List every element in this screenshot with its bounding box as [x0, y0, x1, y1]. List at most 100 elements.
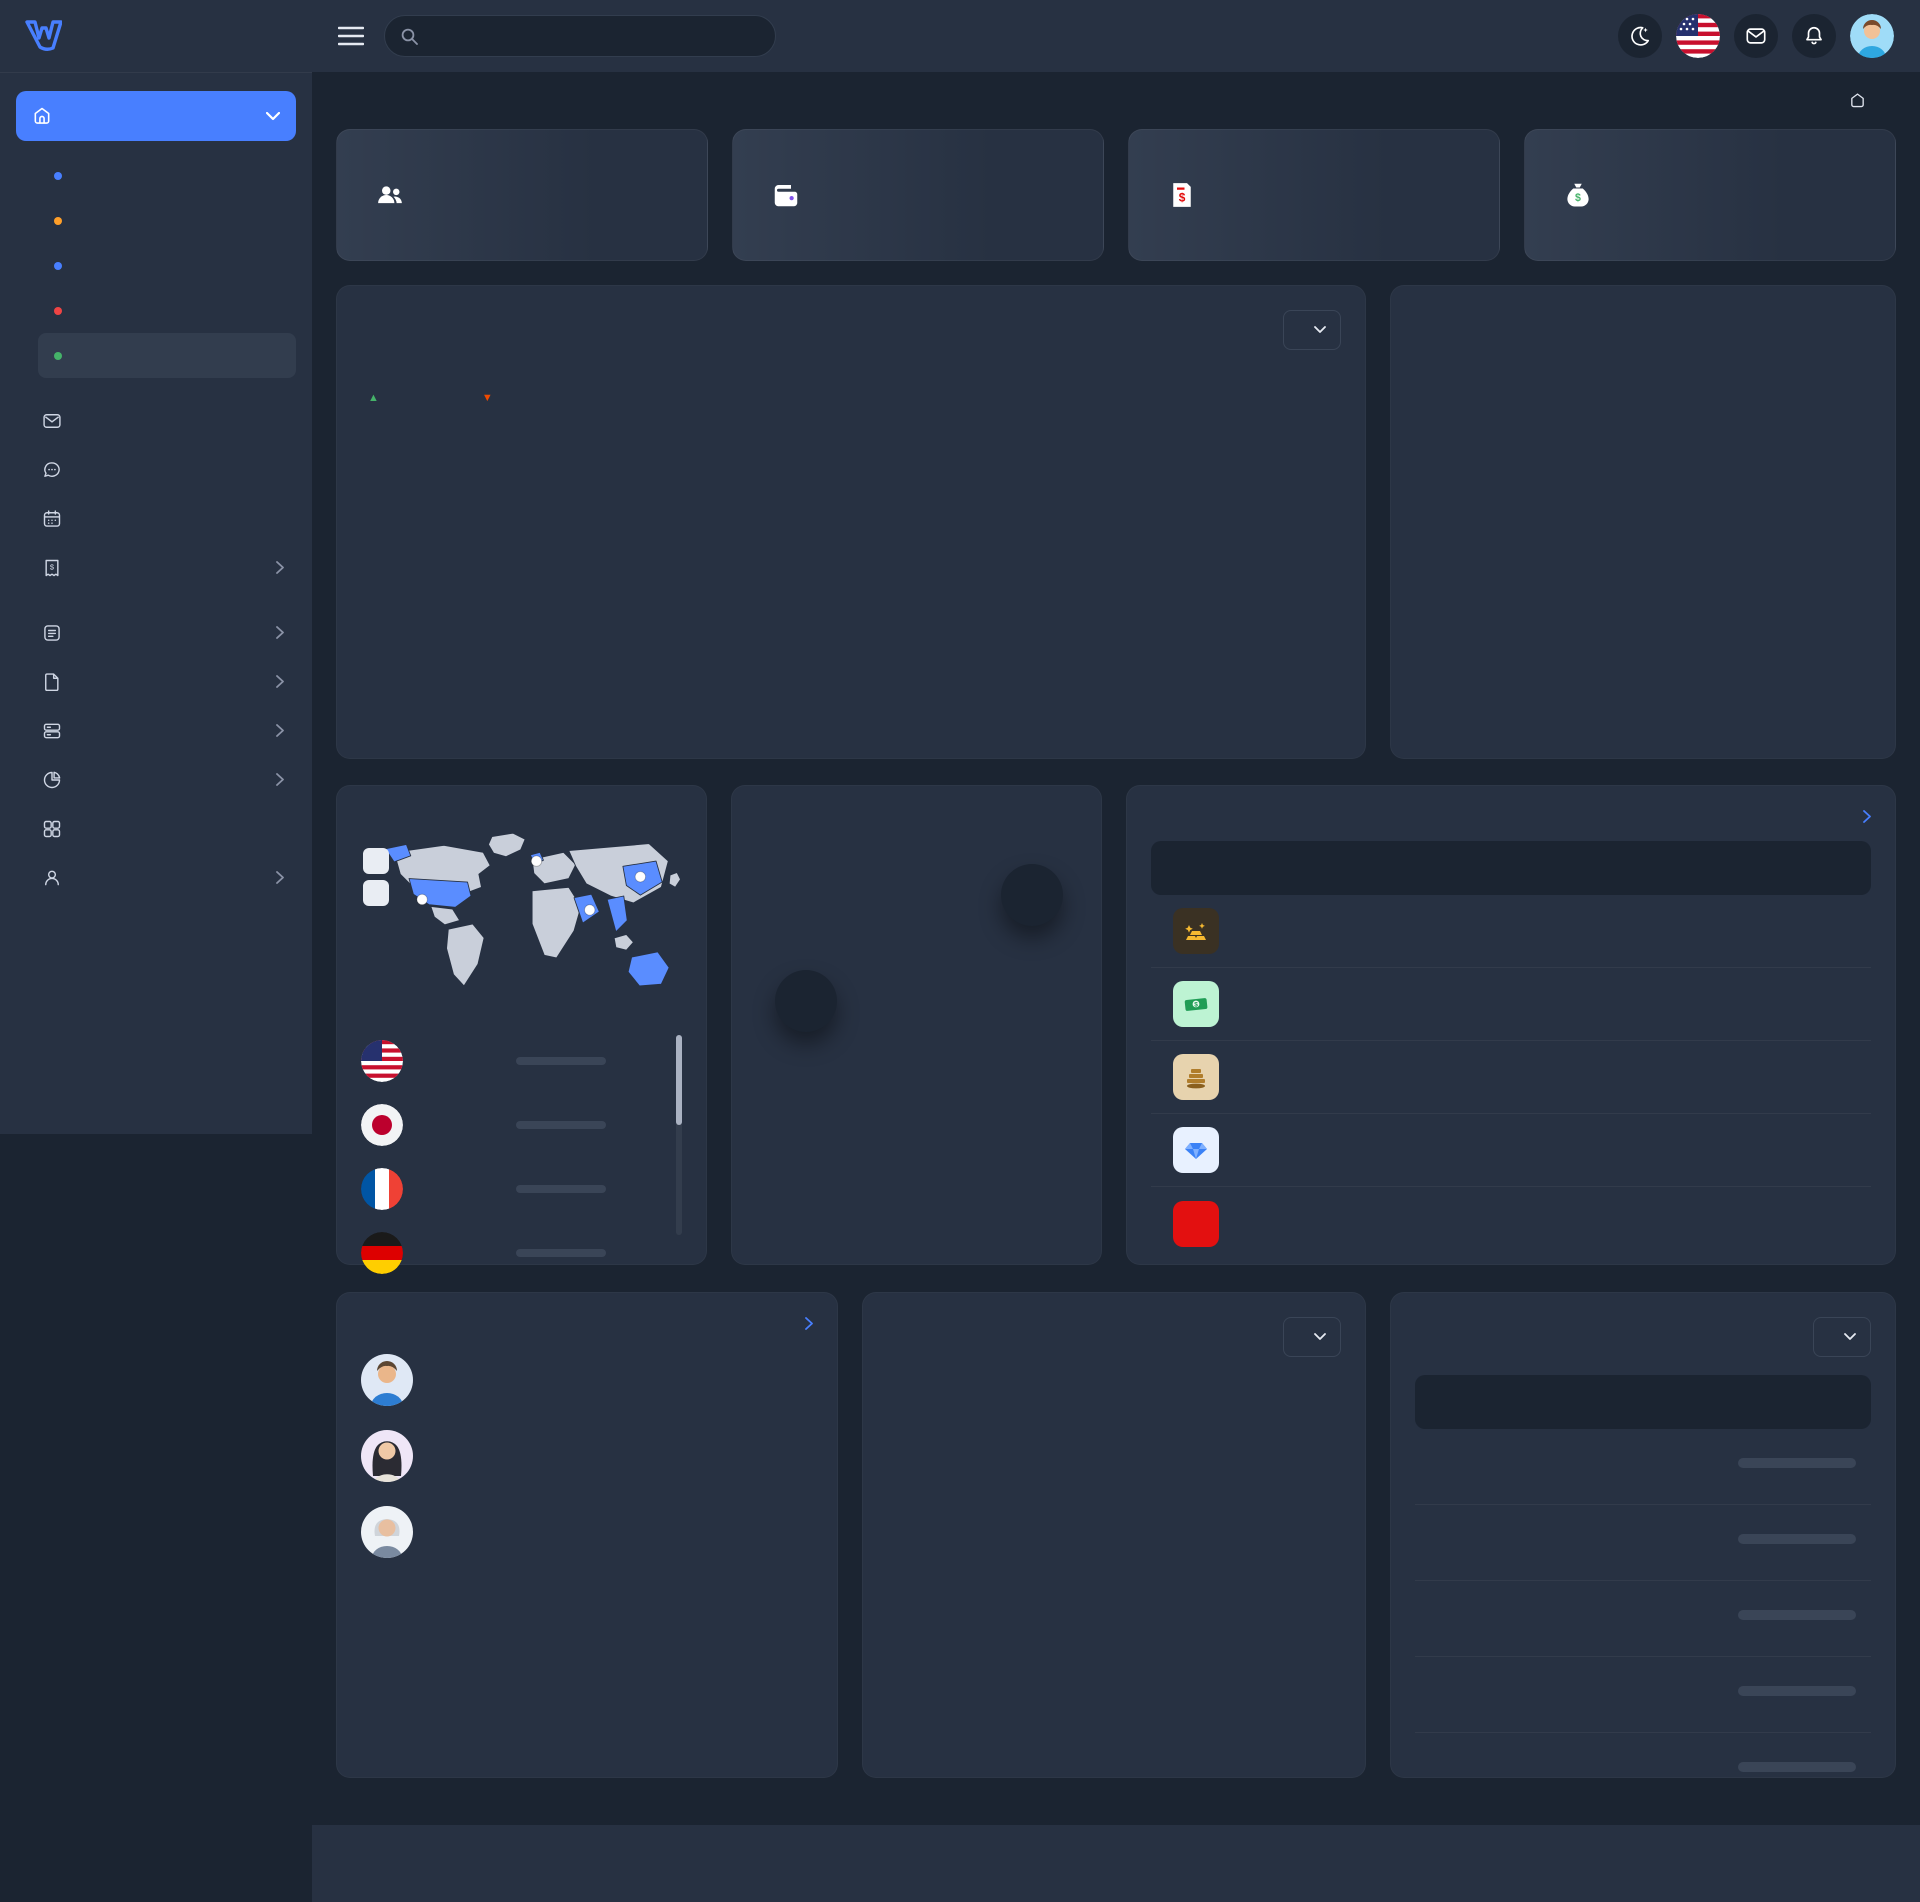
most-location-card: [336, 785, 707, 1274]
sidebar-item-email[interactable]: [16, 396, 296, 445]
chevron-right-icon: [276, 724, 284, 737]
notice-item-cameron: [361, 1506, 813, 1558]
project-table-header: [1415, 1375, 1871, 1429]
bullet-dot-icon: [54, 171, 62, 180]
bullet-dot-icon: [54, 306, 62, 315]
stat-card-total-earning: $: [1524, 129, 1896, 261]
usa-flag-icon: [361, 1040, 403, 1082]
bullet-dot-icon: [54, 261, 62, 270]
status-badge: [1761, 1141, 1785, 1155]
topbar-main: [312, 0, 1920, 72]
transactions-period-select[interactable]: [1283, 1317, 1341, 1357]
status-badge: [1761, 995, 1785, 1009]
project-status-card: [1390, 1292, 1896, 1778]
topbar-actions: [1618, 14, 1894, 58]
search-bar: [384, 15, 776, 57]
mail-icon: [42, 411, 62, 431]
stat-cards-row: $ $: [336, 129, 1896, 261]
search-icon: [401, 28, 418, 45]
map-zoom-out-button[interactable]: [363, 880, 389, 906]
project-row-gold: [1415, 1429, 1871, 1505]
menu-toggle-button[interactable]: [338, 25, 364, 47]
search-input[interactable]: [428, 27, 759, 45]
notice-item-kathryn: [361, 1430, 813, 1482]
project-period-select[interactable]: [1813, 1317, 1871, 1357]
table-row-gold: [1151, 895, 1871, 968]
sidebar-item-invoice[interactable]: $: [16, 543, 296, 592]
stock-progress-bar: [1737, 1609, 1856, 1620]
sidebar-item-components[interactable]: [16, 608, 296, 657]
revenue-bar-chart: [361, 426, 1341, 694]
table-header: [1151, 841, 1871, 895]
stock-progress-bar: [1737, 1533, 1856, 1544]
sidebar-item-users[interactable]: [16, 853, 296, 902]
sidebar-item-chart[interactable]: [16, 755, 296, 804]
brand: [0, 0, 312, 72]
project-row-dollars: [1415, 1505, 1871, 1581]
topbar: [0, 0, 1920, 72]
messages-mail-icon[interactable]: [1734, 14, 1778, 58]
chevron-right-icon: [276, 561, 284, 574]
sidebar-item-calendar[interactable]: [16, 494, 296, 543]
portfolio-legend: [756, 1106, 1077, 1144]
visits-by-day-stat: [1415, 451, 1871, 592]
my-portfolio-card: [731, 785, 1102, 1265]
portfolio-donut-chart: [787, 830, 1047, 1090]
money-bag-icon: $: [1549, 166, 1607, 224]
sidebar-item-chat[interactable]: [16, 445, 296, 494]
stat-card-total-deposit: [732, 129, 1104, 261]
svg-text:$: $: [1194, 1002, 1198, 1009]
notifications-bell-icon[interactable]: [1792, 14, 1836, 58]
investments-table: $: [1151, 841, 1871, 1260]
components-icon: [42, 623, 62, 643]
map-zoom-in-button[interactable]: [363, 848, 389, 874]
country-row-japan: [361, 1093, 666, 1157]
home-icon: [1849, 92, 1866, 109]
daily-conversions-stat: [1415, 310, 1871, 451]
sidebar-item-dashboard[interactable]: [16, 91, 296, 141]
investments-view-all-link[interactable]: [1859, 810, 1871, 823]
table-row-stock-market: [1151, 1041, 1871, 1114]
statistic-card: [1390, 285, 1896, 759]
sidebar-item-ecommerce[interactable]: [16, 243, 296, 288]
visits-area-chart: [1709, 476, 1869, 568]
project-row-stock-market: [1415, 1581, 1871, 1657]
revenue-period-select[interactable]: [1283, 310, 1341, 350]
sidebar-item-investment[interactable]: [38, 333, 296, 378]
stock-progress-bar: [1737, 1457, 1856, 1468]
sidebar-item-forms[interactable]: [16, 657, 296, 706]
scrollbar-thumb[interactable]: [676, 1035, 682, 1125]
notice-view-all-link[interactable]: [801, 1317, 813, 1330]
table-icon: [42, 721, 62, 741]
stock-progress-bar: [1737, 1685, 1856, 1696]
language-flag-icon[interactable]: [1676, 14, 1720, 58]
sidebar-item-ai[interactable]: [16, 153, 296, 198]
germany-flag-icon: [361, 1232, 403, 1274]
sidebar-item-cryptocurrency[interactable]: [16, 288, 296, 333]
change-badge: [840, 196, 856, 202]
invoice-icon: $: [42, 558, 62, 578]
stock-progress-bar: [1737, 1762, 1856, 1772]
sidebar-item-table[interactable]: [16, 706, 296, 755]
svg-text:$: $: [1179, 190, 1186, 204]
stat-card-total-expense: $: [1128, 129, 1500, 261]
chevron-right-icon: [276, 773, 284, 786]
country-row-usa: [361, 1029, 666, 1093]
change-badge: [1236, 196, 1252, 202]
latest-investments-card: $: [1126, 785, 1896, 1265]
theme-toggle-moon-icon[interactable]: [1618, 14, 1662, 58]
country-list: [361, 1029, 682, 1285]
sidebar-item-crm[interactable]: [16, 198, 296, 243]
users-icon: [42, 868, 62, 888]
home-icon: [32, 106, 52, 126]
income-stat: ▲: [368, 392, 379, 404]
country-row-france: [361, 1157, 666, 1221]
dashboard-submenu: [16, 141, 296, 380]
sidebar-item-widgets[interactable]: [16, 804, 296, 853]
sp500-icon: [1173, 1200, 1219, 1247]
bullet-dot-icon: [54, 351, 62, 360]
transactions-legend: [887, 1373, 1341, 1385]
user-avatar[interactable]: [1850, 14, 1894, 58]
status-badge: [1761, 1214, 1785, 1228]
